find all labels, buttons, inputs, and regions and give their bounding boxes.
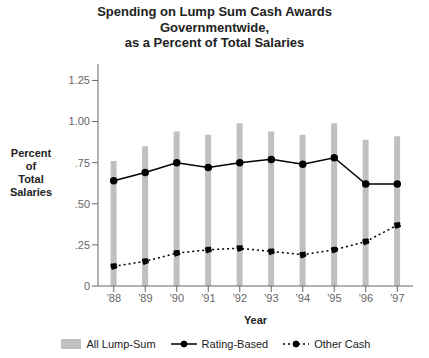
- html-text:Rating-Based: Rating-Based: [201, 338, 269, 350]
- svg-text:.75: .75: [75, 157, 90, 169]
- svg-text:’97: ’97: [390, 292, 405, 304]
- html-text:Percent of Total Salaries: Percent of Total Salaries: [9, 146, 53, 199]
- svg-text:’91: ’91: [201, 292, 216, 304]
- svg-text:1.25: 1.25: [69, 74, 90, 86]
- svg-text:’90: ’90: [169, 292, 184, 304]
- html-text:Spending on Lump Sum Cash Awar: Spending on Lump Sum Cash Awards Governm…: [97, 4, 332, 51]
- svg-text:’95: ’95: [327, 292, 342, 304]
- html-text:All Lump-Sum: All Lump-Sum: [86, 338, 156, 350]
- svg-text:’92: ’92: [232, 292, 247, 304]
- svg-text:’94: ’94: [295, 292, 310, 304]
- svg-text:.25: .25: [75, 239, 90, 251]
- html-text:Other Cash: Other Cash: [314, 338, 371, 350]
- svg-text:.50: .50: [75, 198, 90, 210]
- svg-text:Year: Year: [244, 314, 268, 326]
- svg-text:1.00: 1.00: [69, 115, 90, 127]
- svg-text:’96: ’96: [358, 292, 373, 304]
- svg-text:’88: ’88: [106, 292, 121, 304]
- svg-text:’93: ’93: [264, 292, 279, 304]
- svg-text:0: 0: [84, 280, 90, 292]
- svg-text:’89: ’89: [138, 292, 153, 304]
